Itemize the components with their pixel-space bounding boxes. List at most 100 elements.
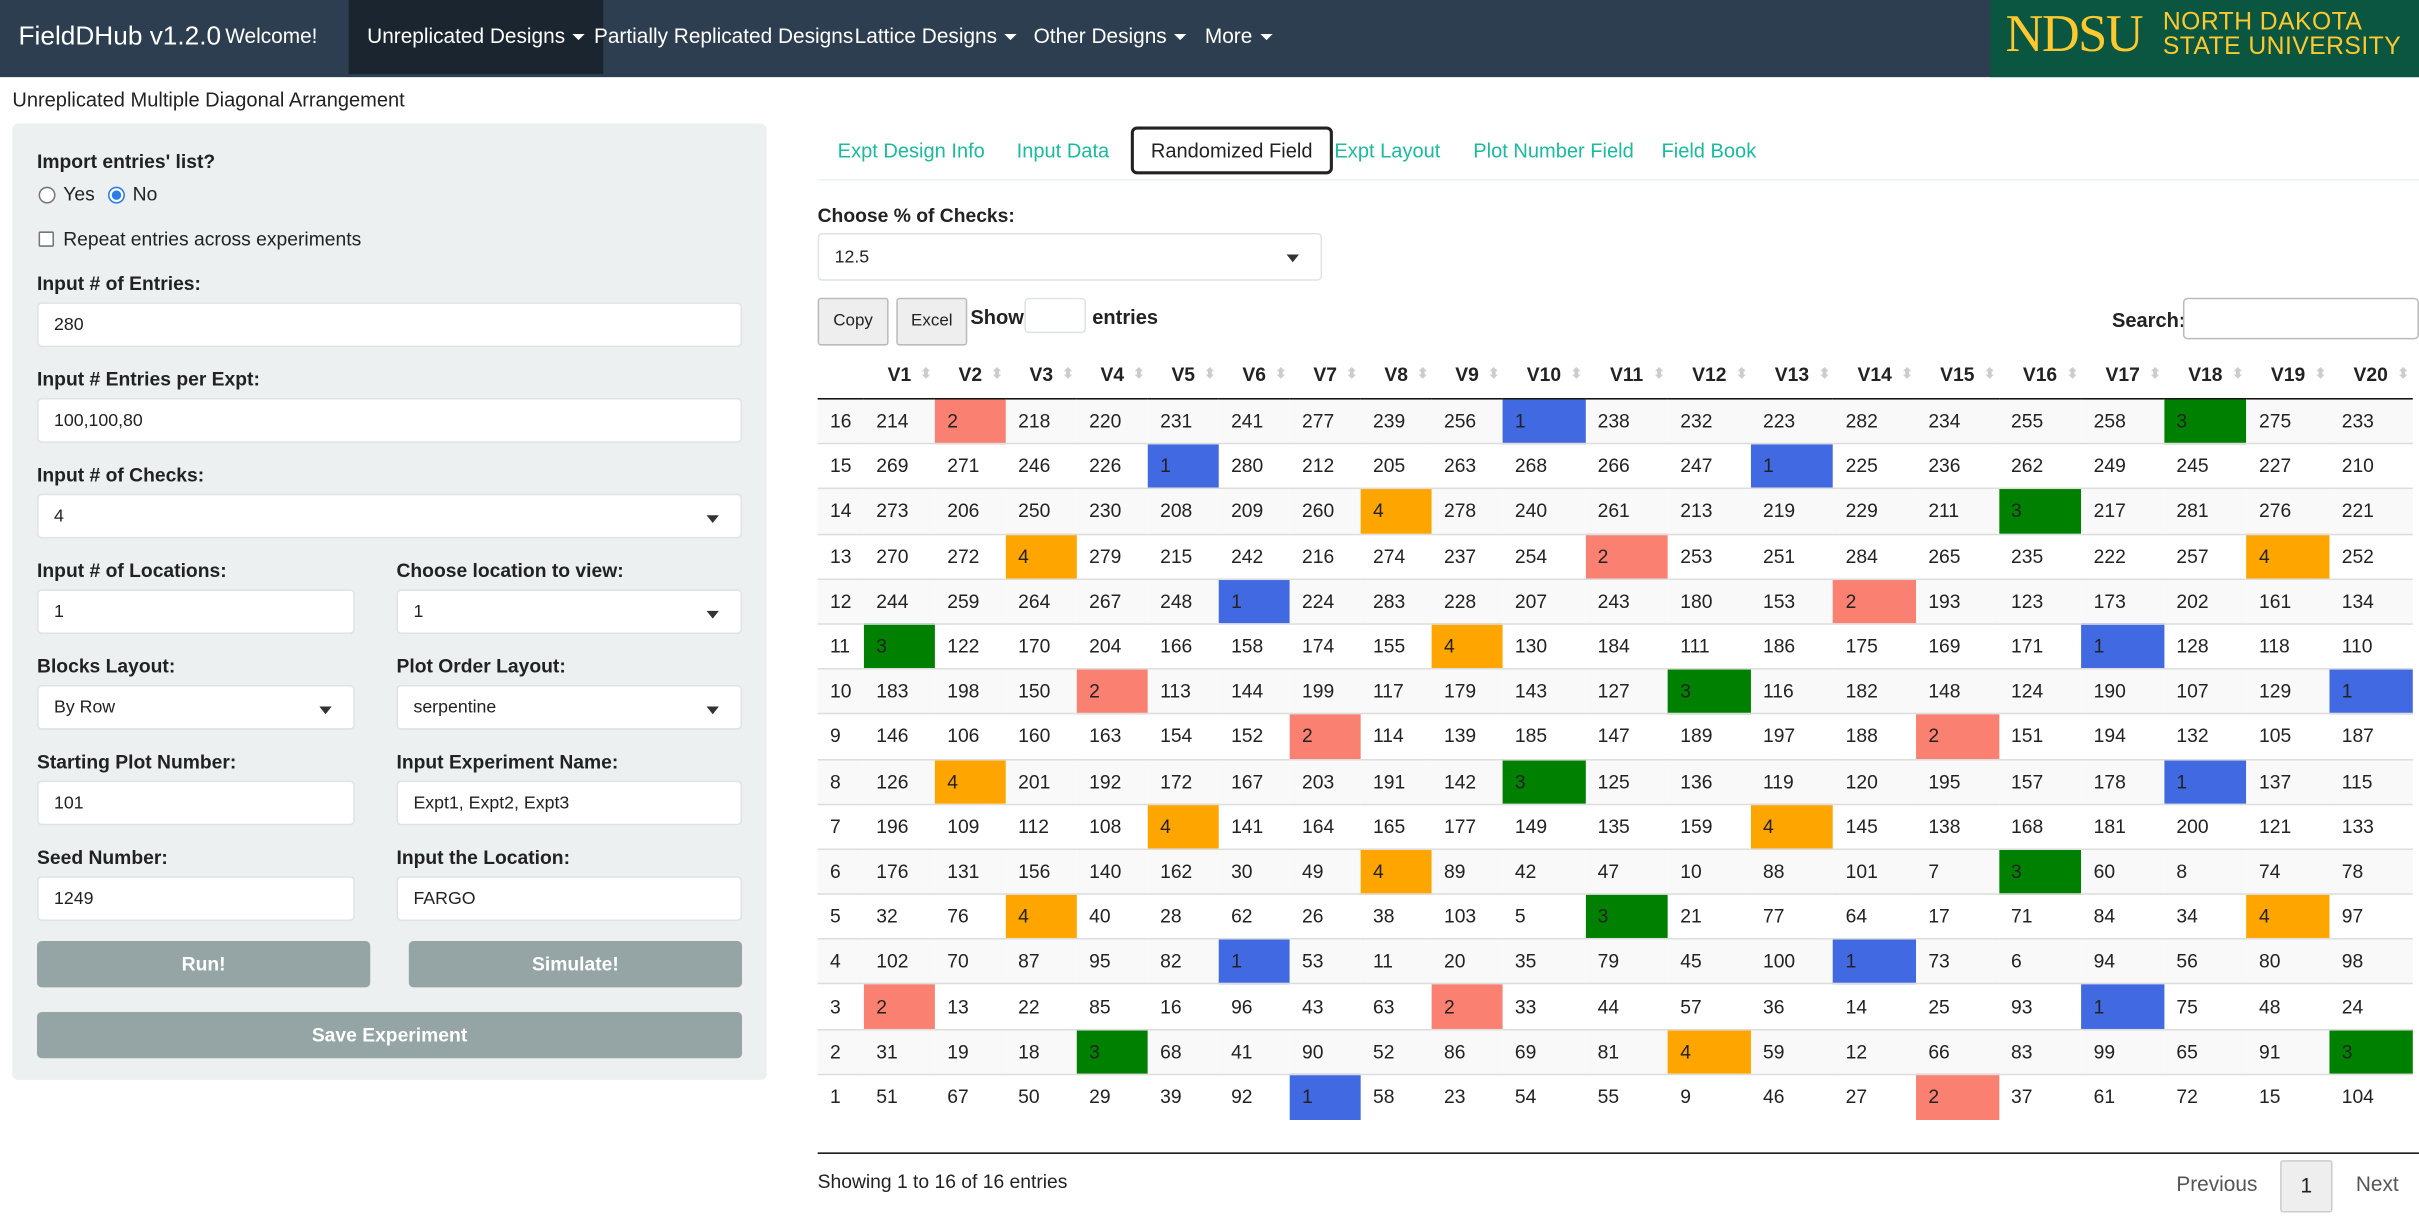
text-input[interactable]: Expt1, Expt2, Expt3 (396, 780, 743, 826)
plot-cell: 141 (1218, 803, 1290, 850)
text-input[interactable]: 100,100,80 (37, 398, 743, 443)
tab[interactable]: Expt Layout (1334, 138, 1441, 162)
plot-cell: 35 (1502, 938, 1586, 985)
next-button[interactable]: Next (2355, 1172, 2399, 1196)
column-header[interactable]: V3 (1005, 351, 1077, 400)
plot-cell: 222 (2081, 533, 2165, 579)
brand[interactable]: FieldDHub v1.2.0 (18, 21, 222, 51)
row-label: 9 (817, 713, 864, 760)
column-header[interactable]: V15 (1915, 351, 1999, 400)
plot-cell: 148 (1915, 668, 1999, 714)
column-header[interactable]: V9 (1431, 351, 1503, 400)
search-input[interactable] (2182, 297, 2419, 340)
plot-cell: 239 (1360, 398, 1432, 444)
table-row: 2 31 19 18 3 68 41 90 52 86 69 81 4 59 12 66 83 99 65 91 3 (817, 1028, 2413, 1075)
plot-cell: 206 (934, 488, 1006, 534)
column-header[interactable]: V14 (1833, 351, 1916, 400)
length-select[interactable] (1024, 297, 1087, 334)
plot-cell: 115 (2329, 758, 2413, 805)
column-header[interactable]: V18 (2164, 351, 2247, 400)
plot-cell: 275 (2246, 398, 2330, 444)
save-button[interactable]: Save Experiment (37, 1012, 743, 1059)
plot-cell: 237 (1431, 533, 1503, 579)
plot-cell: 43 (1289, 983, 1361, 1030)
column-header[interactable]: V13 (1750, 351, 1834, 400)
text-input[interactable]: 101 (37, 780, 355, 826)
checkbox[interactable] (38, 231, 54, 247)
label: Show (970, 305, 1024, 329)
plot-cell: 194 (2081, 713, 2165, 760)
text-input[interactable]: 1249 (37, 876, 355, 921)
radio-label[interactable]: Yes (63, 183, 95, 206)
check-cell: 1 (2081, 983, 2165, 1030)
column-header[interactable]: V5 (1147, 351, 1219, 400)
plot-cell: 257 (2164, 533, 2247, 579)
column-header[interactable]: V11 (1585, 351, 1668, 400)
nav-item[interactable]: Unreplicated Designs (348, 0, 604, 75)
previous-button[interactable]: Previous (2176, 1172, 2258, 1196)
text-input[interactable]: 1 (37, 589, 355, 635)
plot-cell: 83 (1998, 1028, 2082, 1075)
select[interactable]: serpentine (396, 684, 743, 730)
plot-cell: 276 (2246, 488, 2330, 534)
radio[interactable] (38, 186, 56, 204)
nav-item[interactable]: More (1186, 0, 1291, 74)
plot-cell: 178 (2081, 758, 2165, 805)
plot-cell: 253 (1667, 533, 1751, 579)
check-cell: 3 (2329, 1028, 2413, 1075)
tab[interactable]: Input Data (1016, 138, 1110, 162)
plot-cell: 143 (1502, 668, 1586, 714)
plot-cell: 173 (2081, 578, 2165, 624)
plot-cell: 51 (863, 1073, 935, 1120)
tab[interactable]: Randomized Field (1130, 126, 1333, 175)
nav-item[interactable]: Lattice Designs (836, 0, 1035, 74)
plot-cell: 282 (1833, 398, 1916, 444)
column-header[interactable]: V2 (934, 351, 1006, 400)
nav-item[interactable]: Welcome! (225, 24, 318, 48)
plot-cell: 175 (1833, 623, 1916, 669)
column-header[interactable]: V17 (2081, 351, 2165, 400)
plot-cell: 164 (1289, 803, 1361, 850)
nav-item[interactable]: Other Designs (1015, 0, 1205, 74)
nav-item[interactable]: Partially Replicated Designs (593, 24, 854, 48)
page-title: Unreplicated Multiple Diagonal Arrangeme… (12, 87, 405, 112)
column-header[interactable]: V10 (1502, 351, 1586, 400)
select[interactable]: 12.5 (817, 232, 1323, 281)
table-row: 14 273 206 250 230 208 209 260 4 278 240 261 213 219 2… (817, 488, 2413, 534)
page-button[interactable]: 1 (2280, 1160, 2333, 1213)
tab[interactable]: Plot Number Field (1473, 138, 1634, 162)
plot-cell: 68 (1147, 1028, 1219, 1075)
plot-cell: 70 (934, 938, 1006, 985)
column-header[interactable]: V8 (1360, 351, 1432, 400)
text-input[interactable]: 280 (37, 302, 743, 348)
select[interactable]: 4 (37, 493, 743, 539)
plot-cell: 101 (1833, 848, 1916, 895)
label: Starting Plot Number: (37, 751, 237, 773)
tab[interactable]: Field Book (1661, 138, 1757, 162)
label: Input # of Checks: (37, 464, 205, 486)
plot-cell: 270 (863, 533, 935, 579)
plot-cell: 197 (1750, 713, 1834, 760)
column-header[interactable]: V16 (1998, 351, 2082, 400)
plot-cell: 241 (1218, 398, 1290, 444)
tab[interactable]: Expt Design Info (837, 138, 985, 162)
column-header[interactable]: V7 (1289, 351, 1361, 400)
text-input[interactable]: FARGO (396, 876, 743, 921)
column-header[interactable]: V4 (1076, 351, 1148, 400)
radio-label[interactable]: No (132, 183, 158, 206)
excel-button[interactable]: Excel (896, 297, 968, 346)
plot-cell: 128 (2164, 623, 2247, 669)
simulate-button[interactable]: Simulate! (408, 941, 743, 988)
column-header[interactable]: V6 (1218, 351, 1290, 400)
radio[interactable] (107, 186, 125, 204)
plot-cell: 16 (1147, 983, 1219, 1030)
column-header[interactable]: V1 (863, 351, 935, 400)
checkbox-label[interactable]: Repeat entries across experiments (63, 228, 362, 250)
copy-button[interactable]: Copy (817, 297, 889, 346)
select[interactable]: By Row (37, 684, 355, 730)
run-button[interactable]: Run! (37, 941, 371, 988)
column-header[interactable]: V19 (2246, 351, 2330, 400)
column-header[interactable]: V20 (2329, 351, 2413, 400)
column-header[interactable]: V12 (1667, 351, 1751, 400)
select[interactable]: 1 (396, 589, 743, 635)
